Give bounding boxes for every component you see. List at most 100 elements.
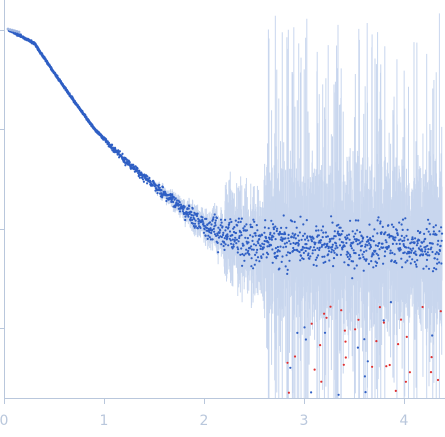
data-point	[374, 249, 377, 252]
data-point	[210, 231, 213, 235]
data-point	[363, 375, 366, 378]
outlier-point	[397, 343, 400, 346]
data-point	[305, 243, 308, 246]
data-point	[252, 248, 255, 251]
data-point	[203, 228, 206, 231]
data-point	[422, 267, 425, 270]
data-point	[349, 255, 352, 258]
data-point	[403, 236, 406, 239]
data-point	[427, 248, 430, 251]
data-point	[353, 267, 356, 270]
data-point	[362, 269, 365, 272]
data-point	[214, 221, 217, 224]
data-point	[298, 231, 301, 234]
data-point	[419, 245, 422, 248]
data-point	[364, 243, 367, 246]
data-point	[308, 247, 311, 250]
data-point	[267, 241, 270, 244]
data-point	[373, 228, 376, 231]
data-point	[405, 234, 408, 237]
data-point	[328, 259, 331, 262]
outlier-point	[382, 321, 385, 324]
data-point	[308, 257, 311, 260]
data-point	[333, 251, 336, 254]
data-point	[275, 257, 278, 260]
data-point	[426, 254, 429, 257]
data-point	[178, 201, 181, 204]
data-point	[262, 246, 265, 249]
data-point	[292, 236, 295, 239]
data-point	[394, 236, 397, 239]
data-point	[235, 238, 238, 241]
data-point	[414, 237, 417, 240]
data-point	[191, 222, 195, 225]
data-point	[310, 391, 313, 394]
data-point	[264, 219, 267, 222]
data-point	[201, 216, 204, 219]
data-point	[440, 239, 443, 242]
data-point	[208, 231, 211, 234]
data-point	[399, 248, 402, 251]
data-point	[401, 228, 404, 231]
data-point	[314, 258, 317, 261]
data-point	[390, 259, 393, 262]
data-point	[363, 258, 366, 261]
data-point	[356, 229, 359, 232]
data-point	[406, 228, 409, 231]
data-point	[422, 253, 425, 256]
data-point	[297, 243, 300, 246]
data-point	[292, 241, 295, 245]
data-point	[149, 181, 152, 184]
data-point	[237, 221, 240, 224]
data-point	[303, 246, 306, 249]
data-point	[362, 256, 365, 259]
data-point	[258, 260, 261, 263]
data-point	[279, 232, 282, 235]
data-point	[380, 231, 383, 234]
data-point	[302, 251, 305, 254]
data-point	[278, 267, 281, 270]
data-point	[339, 253, 342, 256]
data-point	[362, 236, 365, 239]
data-point	[206, 223, 209, 226]
data-point	[371, 235, 375, 238]
data-point	[107, 141, 110, 144]
data-point	[346, 255, 349, 258]
data-point	[322, 261, 325, 264]
data-point	[211, 238, 214, 241]
data-point	[252, 267, 255, 270]
data-point	[140, 171, 143, 174]
data-point	[401, 218, 405, 221]
data-point	[219, 218, 223, 221]
data-point	[210, 223, 213, 226]
data-point	[225, 226, 228, 229]
outlier-point	[399, 318, 403, 321]
data-point	[204, 234, 207, 237]
data-point	[239, 220, 242, 223]
data-point	[400, 234, 403, 237]
data-point	[255, 259, 258, 262]
data-point	[415, 253, 418, 256]
data-point	[188, 212, 191, 215]
data-point	[228, 223, 231, 226]
data-point	[257, 242, 260, 245]
data-point	[348, 258, 351, 261]
data-point	[416, 259, 419, 262]
data-point	[331, 243, 334, 246]
data-point	[318, 248, 321, 252]
data-point	[265, 237, 268, 240]
data-point	[219, 224, 222, 227]
data-point	[390, 223, 394, 226]
data-point	[240, 217, 243, 220]
data-point	[328, 250, 331, 253]
data-point	[440, 262, 443, 265]
data-point	[215, 234, 218, 237]
data-point	[425, 258, 429, 261]
data-point	[239, 253, 242, 256]
data-point	[214, 219, 217, 222]
data-point	[349, 245, 353, 248]
data-point	[378, 241, 381, 245]
data-point	[367, 262, 370, 265]
data-point	[352, 249, 355, 252]
data-point	[367, 238, 370, 241]
